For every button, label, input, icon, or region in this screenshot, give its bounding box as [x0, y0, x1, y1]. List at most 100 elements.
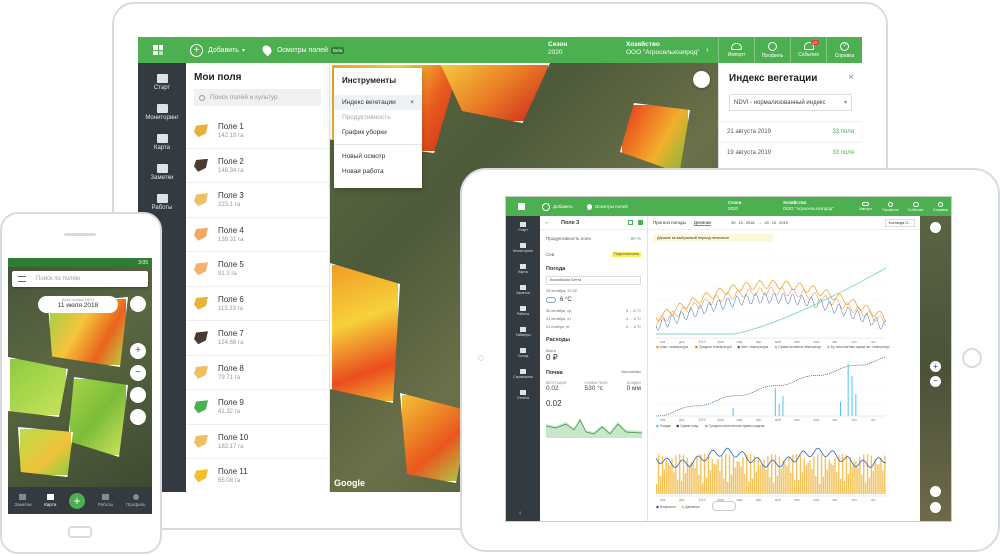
tablet-sidebar-item[interactable]: Карта [506, 258, 540, 279]
tablet-sidebar-item[interactable]: Заметки [506, 279, 540, 300]
index-select[interactable]: NDVI - нормализованный индекс ▾ [729, 94, 852, 111]
forecast-temp: -1 ... 6 °С [624, 317, 641, 321]
tablet-sidebar-item[interactable]: Работы [506, 300, 540, 321]
menu-icon[interactable] [18, 276, 26, 282]
fullscreen-icon[interactable] [130, 409, 146, 425]
chevron-left-icon[interactable]: ‹ [519, 510, 522, 517]
profile-button[interactable]: Профиль [754, 37, 790, 63]
map-field[interactable] [68, 377, 128, 457]
help-button[interactable]: ? Справка [826, 37, 862, 63]
field-list-item[interactable]: Поле 9 41.32 га [186, 390, 329, 425]
tools-item-new-inspection[interactable]: Новый осмотр [342, 153, 386, 160]
navigate-icon[interactable] [930, 502, 941, 513]
field-name: Поле 3 [218, 191, 244, 201]
map-field[interactable] [620, 103, 690, 173]
sidebar-item-map[interactable]: Карта [138, 127, 186, 157]
nav-profile[interactable]: Профиль [126, 494, 146, 507]
close-icon[interactable]: × [848, 72, 854, 83]
tab-diary[interactable]: Дневник [693, 219, 712, 226]
inspections-button[interactable]: Осмотры полей [586, 203, 628, 210]
pressure-bar [843, 481, 846, 494]
add-button[interactable]: + Добавить ▾ [190, 43, 245, 57]
layers-icon[interactable] [130, 296, 146, 312]
sidebar-item-start[interactable]: Старт [138, 67, 186, 97]
sidebar-item-works[interactable]: Работы [138, 187, 186, 217]
field-list-item[interactable]: Поле 6 113.33 га [186, 287, 329, 321]
logo-icon[interactable] [506, 197, 536, 216]
field-list-item[interactable]: Поле 1 142.18 га [186, 114, 329, 149]
tools-item-vegetation[interactable]: Индекс вегетации × [334, 95, 422, 110]
events-button[interactable]: События [903, 197, 928, 216]
tools-item-harvest[interactable]: График уборки [342, 129, 387, 136]
zoom-out-button[interactable]: − [130, 365, 146, 381]
tablet-sidebar-item[interactable]: Таймеры [506, 321, 540, 342]
field-list-item[interactable]: Поле 2 148.34 га [186, 149, 329, 183]
nav-add-button[interactable]: + [69, 492, 86, 509]
tablet-sidebar-item[interactable]: Отчеты [506, 384, 540, 405]
fullscreen-icon[interactable] [930, 486, 941, 497]
help-button[interactable]: Справка [928, 197, 951, 216]
add-button[interactable]: Добавить [542, 202, 573, 211]
season-selector[interactable]: Сезон 2020 [728, 200, 741, 211]
season-selector[interactable]: Сезон 2020 [548, 41, 567, 57]
field-list-item[interactable]: Поле 10 182.17 га [186, 425, 329, 459]
weather-station-select[interactable]: Каспийская Бетта [546, 276, 641, 285]
nav-notes[interactable]: Заметки [14, 494, 32, 507]
nav-works[interactable]: Работы [98, 494, 113, 507]
edit-icon[interactable] [628, 220, 633, 225]
profile-button[interactable]: Профиль [878, 197, 903, 216]
inspections-button[interactable]: Осмотры полей Beta [260, 43, 345, 57]
zoom-in-button[interactable]: + [930, 361, 941, 372]
date-from[interactable]: 30 . 10 . 2018 [731, 220, 755, 225]
tab-weather[interactable]: Прогноз погоды [653, 220, 686, 225]
field-list-item[interactable]: Поле 5 91.3 га [186, 252, 329, 287]
arrow-left-icon[interactable]: ← [544, 219, 551, 226]
nav-map[interactable]: Карта [44, 494, 56, 507]
pressure-bar [732, 457, 735, 494]
import-button[interactable]: Импорт [853, 197, 878, 216]
farm-selector[interactable]: Хозяйство ООО "Агросельхозпрод" [783, 200, 834, 211]
trash-icon[interactable] [638, 220, 643, 225]
field-list-item[interactable]: Поле 4 139.31 га [186, 218, 329, 252]
layers-icon[interactable] [930, 222, 941, 233]
station-select[interactable]: Костанда О... [884, 218, 915, 227]
phone-home-button[interactable] [68, 526, 92, 538]
import-button[interactable]: Импорт [718, 37, 754, 63]
sidebar-item-monitoring[interactable]: Мониторинг [138, 97, 186, 127]
zoom-in-button[interactable]: + [130, 343, 146, 359]
vegetation-date-row[interactable]: 21 августа 2019 33 поля [719, 121, 862, 142]
field-list-item[interactable]: Поле 11 65.08 га [186, 459, 329, 492]
sidebar-label: Мониторинг [145, 114, 179, 121]
field-list-item[interactable]: Поле 8 79.71 га [186, 356, 329, 390]
navigate-icon[interactable] [130, 387, 146, 403]
tablet-sidebar-item[interactable]: Справочник [506, 363, 540, 384]
zoom-out-button[interactable]: − [930, 376, 941, 387]
map-field[interactable] [440, 63, 550, 123]
tools-item-new-work[interactable]: Новая работа [342, 168, 384, 175]
pressure-bar [675, 455, 677, 494]
date-to[interactable]: 29 . 10 . 2019 [764, 220, 788, 225]
close-icon[interactable]: × [410, 99, 414, 106]
field-list-item[interactable]: Поле 3 223.1 га [186, 183, 329, 218]
ndvi-date-pill[interactable]: Дата снимка NDVI 11 июля 2018 [38, 296, 118, 313]
events-button[interactable]: 22 События [790, 37, 826, 63]
fields-search[interactable]: Поиск полей и культур [194, 89, 321, 106]
map-field[interactable] [18, 427, 73, 477]
nav-label: Заметки [14, 502, 32, 507]
tablet-home-button[interactable] [962, 348, 982, 368]
location-arrow-icon[interactable] [693, 71, 710, 88]
field-list-item[interactable]: Поле 7 124.68 га [186, 321, 329, 356]
vegetation-date-row[interactable]: 19 августа 2019 33 поля [719, 142, 862, 163]
sidebar-item-notes[interactable]: Заметки [138, 157, 186, 187]
tablet-sidebar-item[interactable]: Старт [506, 216, 540, 237]
map-field[interactable] [8, 357, 68, 417]
logo-icon[interactable] [138, 37, 178, 63]
tablet-sidebar-item[interactable]: Склад [506, 342, 540, 363]
map-field[interactable] [330, 263, 400, 403]
phone-search[interactable]: Поиск по полям [12, 271, 148, 287]
pressure-bar [780, 468, 782, 494]
tablet-sidebar-item[interactable]: Мониторинг [506, 237, 540, 258]
farm-selector[interactable]: Хозяйство ООО "Агросельхозпрод" [626, 41, 699, 57]
tablet-map-strip[interactable]: × + − [920, 216, 951, 521]
field-area: 142.18 га [218, 133, 244, 140]
